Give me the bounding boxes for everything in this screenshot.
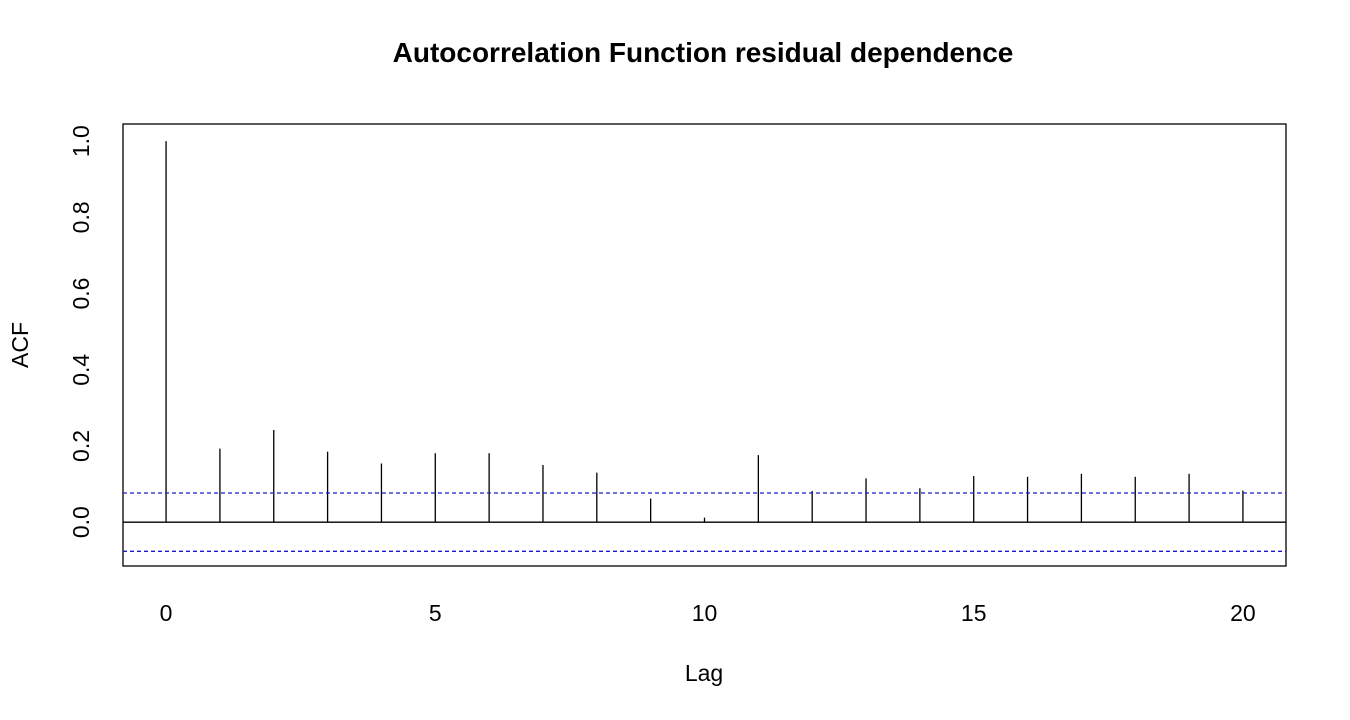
x-tick-label-10: 10: [692, 600, 718, 626]
y-tick-label-0: 0.0: [68, 506, 94, 538]
x-tick-label-15: 15: [961, 600, 987, 626]
chart-title: Autocorrelation Function residual depend…: [393, 37, 1014, 68]
y-tick-label-0-6: 0.6: [68, 278, 94, 310]
y-tick-label-0-8: 0.8: [68, 201, 94, 233]
x-tick-label-20: 20: [1230, 600, 1256, 626]
reference-lines: [123, 492, 1286, 552]
plot-area-frame: [122, 123, 1287, 567]
x-axis: 0 5 10 15 20: [160, 600, 1256, 626]
y-tick-label-1: 1.0: [68, 125, 94, 157]
x-axis-label: Lag: [685, 660, 723, 686]
x-tick-label-0: 0: [160, 600, 173, 626]
y-axis: 0.0 0.2 0.4 0.6 0.8 1.0: [68, 125, 94, 538]
y-tick-label-0-2: 0.2: [68, 430, 94, 462]
y-tick-label-0-4: 0.4: [68, 354, 94, 386]
x-tick-label-5: 5: [429, 600, 442, 626]
y-axis-label: ACF: [7, 322, 33, 368]
acf-bars: [165, 141, 1244, 523]
